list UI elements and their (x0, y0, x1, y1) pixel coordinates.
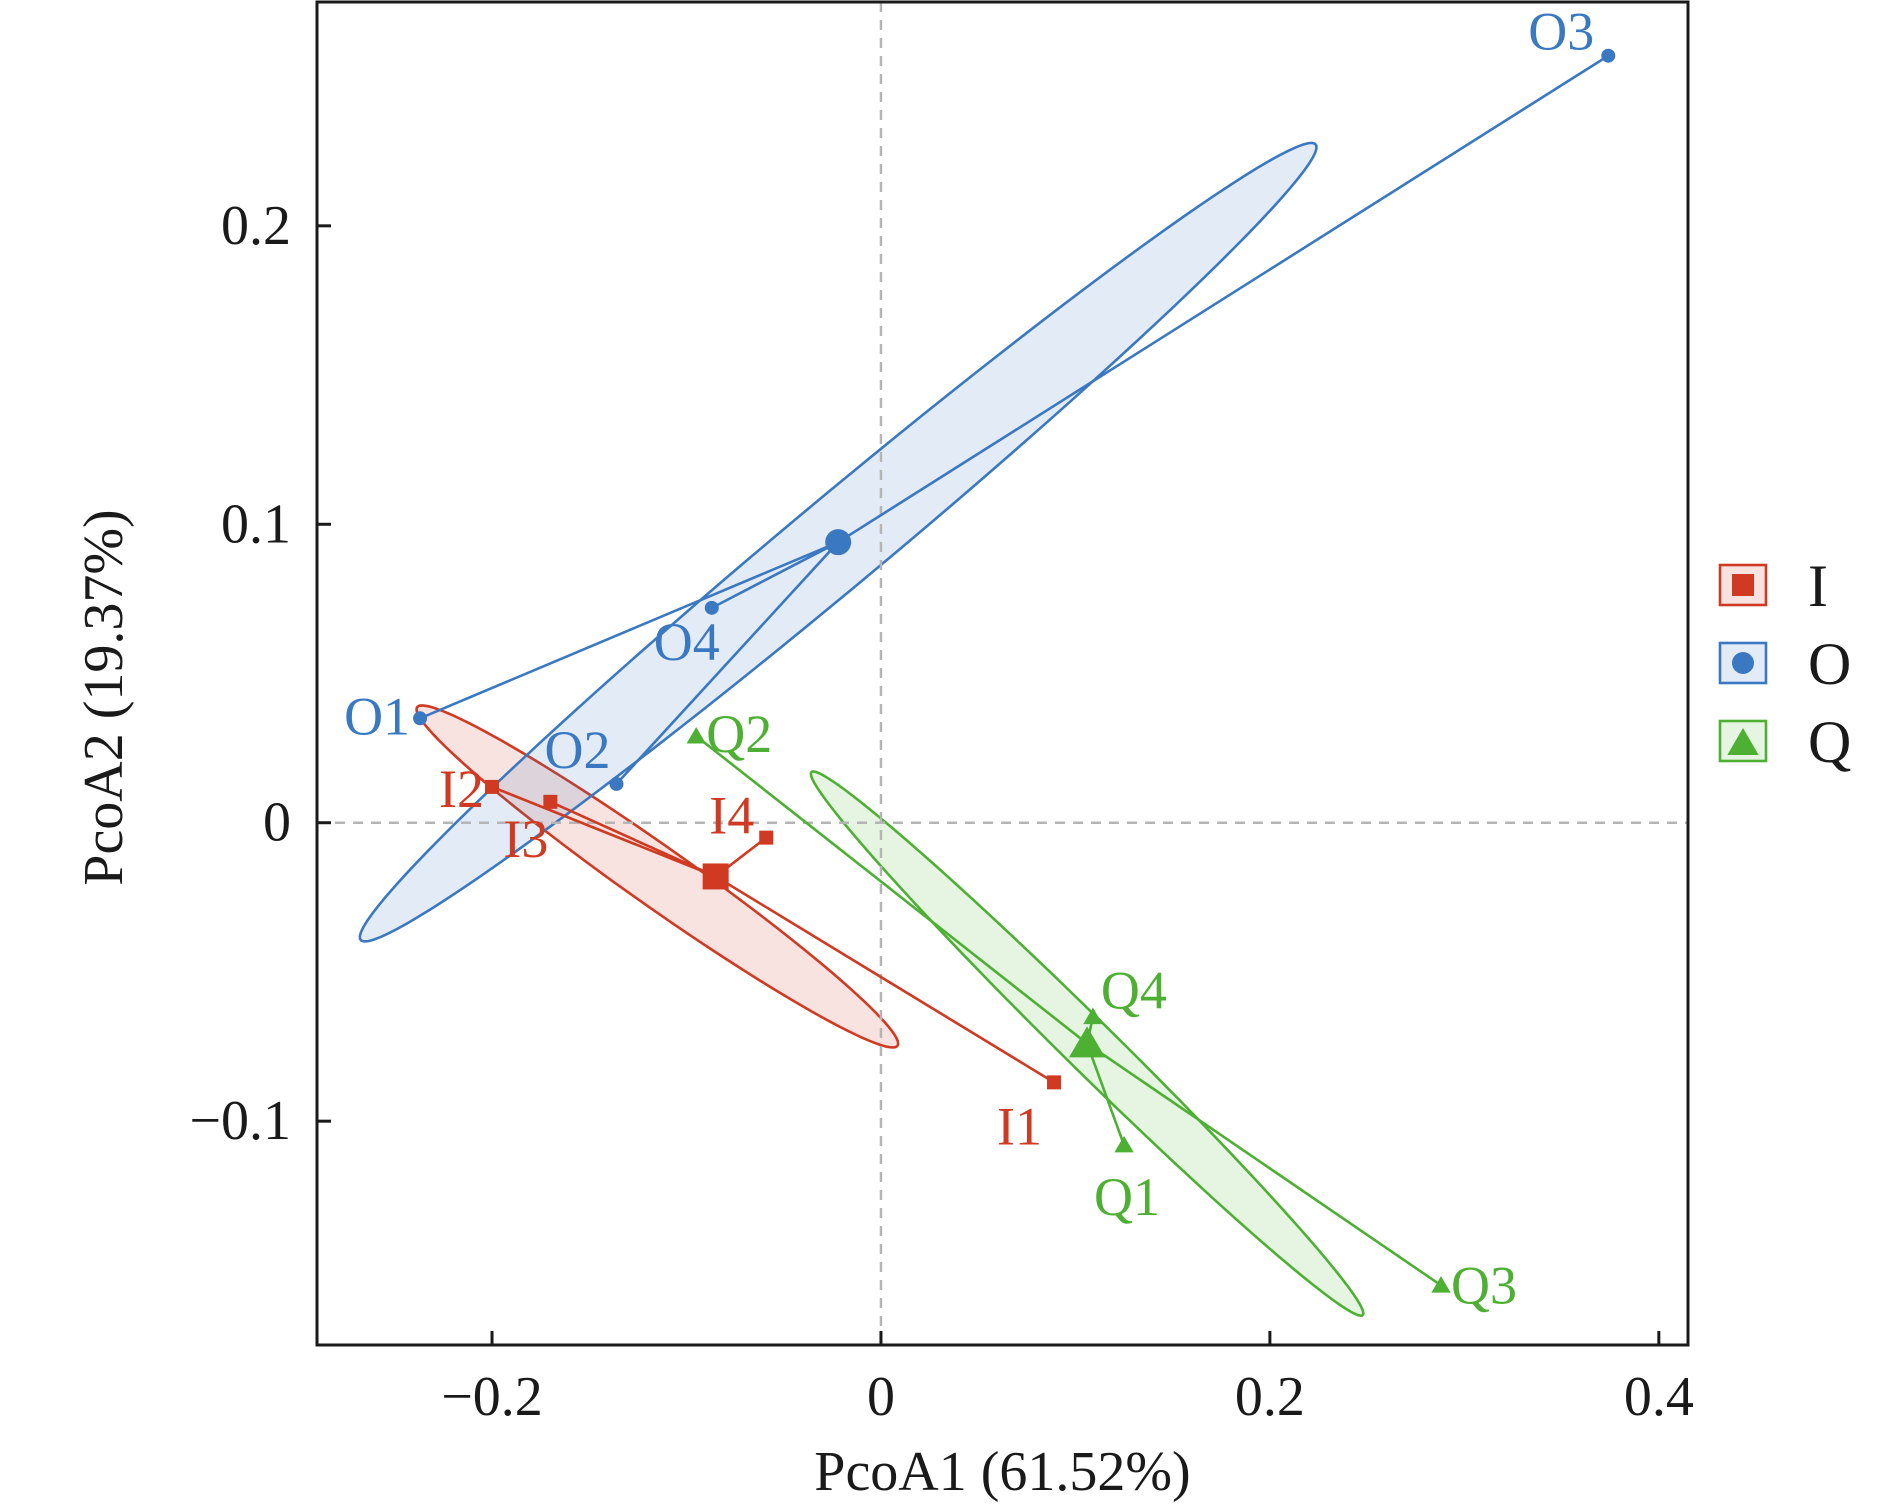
axis-ticks: −0.2 0 0.2 0.4 −0.1 0 0.1 0.2 (189, 195, 1693, 1428)
point-I3 (543, 794, 558, 809)
point-O1 (413, 711, 428, 726)
label-Q3: Q3 (1451, 1255, 1517, 1315)
label-Q2: Q2 (706, 704, 772, 764)
legend-swatch (1718, 641, 1768, 685)
spoke-Q3 (1086, 1042, 1442, 1287)
legend-item-O: O (1718, 631, 1851, 697)
confidence-ellipses (358, 141, 1365, 1317)
spoke-O2 (615, 541, 840, 785)
spoke-Q1 (1085, 1043, 1126, 1146)
x-tick-label: 0.4 (1624, 1366, 1694, 1428)
point-O3 (1601, 48, 1616, 63)
legend-item-Q: Q (1718, 709, 1851, 775)
legend-marker-I (1732, 574, 1754, 596)
spoke-O1 (419, 540, 839, 720)
spoke-O3 (837, 54, 1609, 544)
centroid-Q (1068, 1026, 1106, 1058)
x-tick-label: 0.2 (1235, 1366, 1305, 1428)
reference-lines (317, 2, 1688, 1345)
legend-marker-Q (1727, 728, 1759, 755)
point-O2 (609, 776, 624, 791)
spoke-Q2 (695, 735, 1088, 1045)
legend-label: O (1808, 631, 1851, 697)
point-I2 (485, 779, 500, 794)
point-Q4 (1083, 1007, 1103, 1025)
label-I3: I3 (503, 809, 548, 869)
label-Q4: Q4 (1101, 961, 1167, 1021)
y-tick-label: 0.1 (221, 493, 291, 555)
centroid-I (702, 863, 729, 890)
group-centroids (702, 529, 1106, 1058)
legend-label: I (1808, 553, 1828, 619)
label-Q1: Q1 (1094, 1167, 1160, 1227)
sample-points (413, 48, 1616, 1293)
y-tick-label: 0 (263, 792, 291, 854)
label-I4: I4 (709, 786, 754, 846)
point-Q2 (686, 726, 706, 744)
label-O4: O4 (654, 612, 720, 672)
label-I1: I1 (997, 1096, 1042, 1156)
label-O3: O3 (1528, 2, 1594, 62)
legend-item-I: I (1718, 553, 1828, 619)
ellipse-I (415, 704, 900, 1049)
plot-frame (315, 0, 1690, 1347)
centroid-O (825, 529, 852, 556)
y-tick-label: 0.2 (221, 195, 291, 257)
y-axis-title: PcoA2 (19.37%) (73, 509, 135, 885)
spoke-I2 (491, 785, 717, 878)
label-O2: O2 (544, 720, 610, 780)
label-O1: O1 (344, 686, 410, 746)
point-I1 (1047, 1075, 1062, 1090)
legend-marker-O (1732, 652, 1754, 674)
point-Q1 (1114, 1135, 1134, 1153)
point-O4 (704, 600, 719, 615)
point-I4 (759, 830, 774, 845)
label-I2: I2 (439, 759, 484, 819)
y-tick-label: −0.1 (189, 1090, 291, 1152)
legend: IOQ (1718, 553, 1851, 775)
centroid-spokes (419, 54, 1609, 1287)
point-labels: I1 I2 I3 I4 O1 O2 O3 O4 Q1 Q2 Q3 Q4 (344, 2, 1594, 1316)
spoke-O4 (711, 541, 839, 609)
spoke-I1 (714, 875, 1055, 1084)
x-tick-label: 0 (867, 1366, 895, 1428)
x-tick-label: −0.2 (441, 1366, 543, 1428)
x-axis-title: PcoA1 (61.52%) (814, 1441, 1190, 1503)
legend-label: Q (1808, 709, 1851, 775)
spoke-I3 (549, 800, 717, 878)
point-Q3 (1431, 1276, 1451, 1293)
